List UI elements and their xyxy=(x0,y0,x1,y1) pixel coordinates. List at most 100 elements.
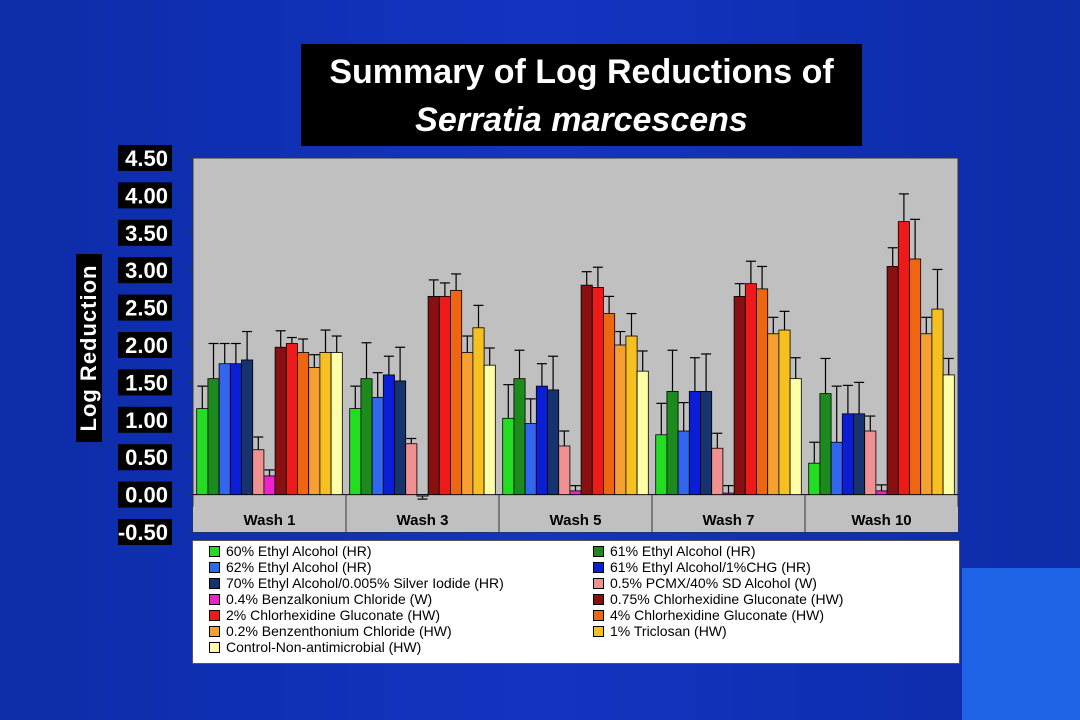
y-tick-label: 0.50 xyxy=(125,445,168,470)
bar xyxy=(308,367,321,496)
bar xyxy=(241,359,254,495)
bar xyxy=(778,329,791,496)
y-tick-label: -0.50 xyxy=(118,520,168,545)
bar xyxy=(789,378,802,496)
bar xyxy=(207,378,220,496)
legend-swatch xyxy=(593,609,604,621)
bar xyxy=(756,288,769,495)
bar xyxy=(700,390,713,496)
bar xyxy=(886,266,899,495)
bar xyxy=(330,352,343,496)
legend-item: 0.2% Benzenthonium Chloride (HW) xyxy=(209,623,452,639)
bar xyxy=(427,295,440,496)
bar xyxy=(909,258,922,496)
legend-label: 0.4% Benzalkonium Chloride (W) xyxy=(226,591,433,607)
x-category-label: Wash 10 xyxy=(851,512,911,529)
y-tick-box xyxy=(118,519,172,545)
bar xyxy=(450,289,463,495)
legend-label: 0.2% Benzenthonium Chloride (HW) xyxy=(226,623,452,639)
legend-item: 0.4% Benzalkonium Chloride (W) xyxy=(209,591,432,607)
legend-swatch xyxy=(593,561,604,573)
y-tick-box xyxy=(118,182,172,209)
y-tick-box xyxy=(118,406,172,433)
bar xyxy=(285,343,298,495)
legend-swatch xyxy=(593,625,604,637)
bar xyxy=(274,346,287,495)
legend-item: 60% Ethyl Alcohol (HR) xyxy=(209,543,372,559)
bar xyxy=(524,423,537,496)
legend-label: 61% Ethyl Alcohol (HR) xyxy=(610,543,756,559)
bar xyxy=(733,295,746,496)
y-tick-label: 4.00 xyxy=(125,183,168,208)
legend-item: 0.75% Chlorhexidine Gluconate (HW) xyxy=(593,591,843,607)
legend-label: 62% Ethyl Alcohol (HR) xyxy=(226,559,372,575)
bar xyxy=(808,462,821,495)
bar xyxy=(711,447,724,495)
bar xyxy=(218,363,231,496)
bar xyxy=(319,352,332,496)
bar xyxy=(636,370,649,495)
legend-label: 4% Chlorhexidine Gluconate (HW) xyxy=(610,607,824,623)
y-tick-box xyxy=(118,332,172,358)
y-tick-label: 1.00 xyxy=(125,408,168,433)
bar xyxy=(655,434,668,496)
y-tick-label: 3.50 xyxy=(125,221,168,246)
bar xyxy=(920,333,933,496)
bar xyxy=(371,396,384,495)
bar xyxy=(569,490,582,495)
legend-swatch xyxy=(593,577,604,589)
legend-swatch xyxy=(209,641,220,653)
bar xyxy=(547,389,560,496)
accent-block xyxy=(962,568,1080,720)
bar xyxy=(438,295,451,496)
y-tick-box xyxy=(118,481,172,508)
bar xyxy=(580,284,593,496)
bar xyxy=(614,344,627,496)
y-tick-box xyxy=(118,257,172,284)
legend-swatch xyxy=(209,625,220,637)
chart-title: Summary of Log Reductions of Serratia ma… xyxy=(301,44,862,146)
y-tick-box xyxy=(118,369,172,396)
bar xyxy=(229,363,242,496)
legend-swatch xyxy=(209,561,220,573)
y-tick-box xyxy=(118,219,172,246)
bar xyxy=(382,374,395,496)
bar xyxy=(297,352,310,496)
legend-label: Control-Non-antimicrobial (HW) xyxy=(226,639,422,655)
legend-label: 0.75% Chlorhexidine Gluconate (HW) xyxy=(610,591,844,607)
title-line-1: Summary of Log Reductions of xyxy=(329,53,834,91)
legend-label: 70% Ethyl Alcohol/0.005% Silver Iodide (… xyxy=(226,575,504,591)
y-tick-box xyxy=(118,145,172,171)
bar xyxy=(830,441,843,495)
legend-swatch xyxy=(209,577,220,589)
legend-label: 60% Ethyl Alcohol (HR) xyxy=(226,543,372,559)
legend-label: 0.5% PCMX/40% SD Alcohol (W) xyxy=(610,575,817,591)
legend-item: 4% Chlorhexidine Gluconate (HW) xyxy=(593,607,824,623)
y-tick-label: 2.00 xyxy=(125,333,168,358)
bar xyxy=(875,490,888,495)
legend-label: 1% Triclosan (HW) xyxy=(610,623,727,639)
bar xyxy=(513,378,526,496)
legend-item: 62% Ethyl Alcohol (HR) xyxy=(209,559,372,575)
bar xyxy=(864,430,877,495)
bar xyxy=(461,352,474,496)
bar xyxy=(722,492,735,496)
legend-swatch xyxy=(209,545,220,557)
legend-swatch xyxy=(209,609,220,621)
x-category-label: Wash 1 xyxy=(244,512,296,529)
bar xyxy=(502,417,515,495)
legend-item: 1% Triclosan (HW) xyxy=(593,623,727,639)
bar xyxy=(942,374,955,496)
bar xyxy=(263,475,276,495)
bar xyxy=(677,430,690,495)
legend-item: 0.5% PCMX/40% SD Alcohol (W) xyxy=(593,575,817,591)
y-tick-label: 4.50 xyxy=(125,146,168,171)
legend-item: 70% Ethyl Alcohol/0.005% Silver Iodide (… xyxy=(209,575,504,591)
bar xyxy=(853,413,866,496)
bar xyxy=(196,408,209,495)
bar xyxy=(767,333,780,496)
bar xyxy=(897,221,910,495)
legend-swatch xyxy=(593,593,604,605)
bar xyxy=(535,385,548,496)
